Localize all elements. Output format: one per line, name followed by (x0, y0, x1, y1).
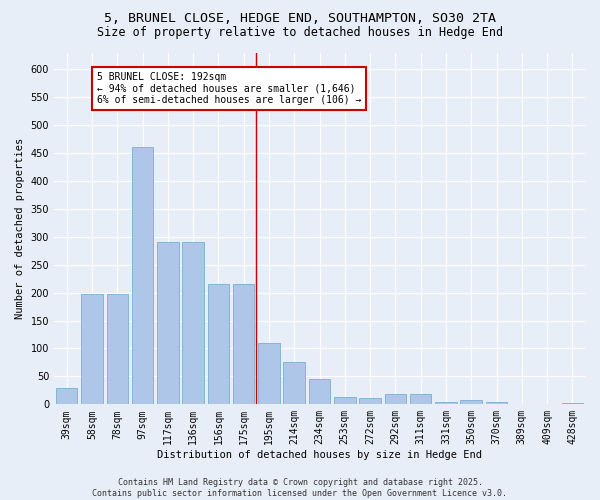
Bar (283, 362, 305, 405)
Bar (182, 242, 204, 404)
Bar (132, 148, 153, 404)
Bar (385, 394, 406, 404)
Bar (359, 398, 381, 404)
Text: Size of property relative to detached houses in Hedge End: Size of property relative to detached ho… (97, 26, 503, 39)
Y-axis label: Number of detached properties: Number of detached properties (15, 138, 25, 319)
Text: 5 BRUNEL CLOSE: 192sqm
← 94% of detached houses are smaller (1,646)
6% of semi-d: 5 BRUNEL CLOSE: 192sqm ← 94% of detached… (97, 72, 361, 105)
Bar (435, 402, 457, 404)
Bar (309, 378, 330, 404)
Bar (233, 284, 254, 405)
Bar (107, 294, 128, 405)
Bar (410, 394, 431, 404)
Bar (486, 402, 507, 404)
Text: 5, BRUNEL CLOSE, HEDGE END, SOUTHAMPTON, SO30 2TA: 5, BRUNEL CLOSE, HEDGE END, SOUTHAMPTON,… (104, 12, 496, 26)
Bar (460, 400, 482, 404)
Bar (157, 242, 179, 404)
Bar (334, 397, 356, 404)
Bar (56, 388, 77, 404)
X-axis label: Distribution of detached houses by size in Hedge End: Distribution of detached houses by size … (157, 450, 482, 460)
Bar (258, 343, 280, 404)
Bar (208, 284, 229, 405)
Bar (562, 403, 583, 404)
Bar (81, 294, 103, 405)
Text: Contains HM Land Registry data © Crown copyright and database right 2025.
Contai: Contains HM Land Registry data © Crown c… (92, 478, 508, 498)
